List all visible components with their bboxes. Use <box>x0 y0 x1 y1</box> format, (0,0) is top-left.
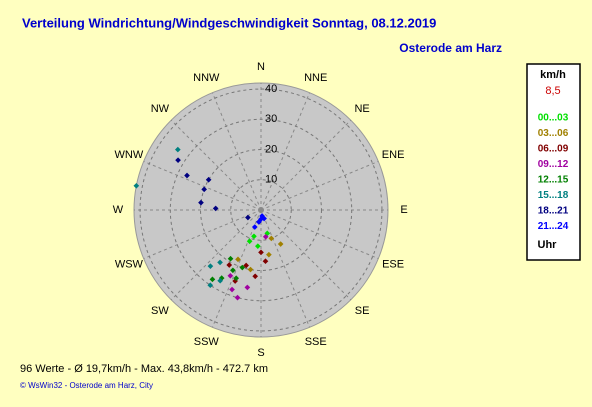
data-point <box>252 273 259 280</box>
data-point <box>175 157 181 163</box>
legend-label: 03...06 <box>538 128 569 139</box>
data-point <box>244 284 251 291</box>
chart-title: Verteilung Windrichtung/Windgeschwindigk… <box>22 15 436 30</box>
data-point <box>205 176 212 183</box>
r-tick-label: 10 <box>265 174 277 186</box>
data-point <box>227 255 234 262</box>
legend-label: 00...03 <box>538 113 569 124</box>
data-point <box>230 267 236 274</box>
data-point <box>233 275 240 282</box>
legend-label: 21...24 <box>538 221 569 232</box>
direction-label: E <box>400 204 407 216</box>
data-point <box>198 199 204 206</box>
direction-label: SSW <box>194 336 220 348</box>
legend-footer: Uhr <box>538 239 558 251</box>
legend-value: 8,5 <box>545 85 560 97</box>
direction-label: SE <box>355 305 370 317</box>
legend-unit: km/h <box>540 69 566 81</box>
grid-circle <box>230 179 292 241</box>
direction-label: S <box>257 347 264 359</box>
data-point <box>247 266 254 273</box>
direction-label: ENE <box>382 149 405 161</box>
data-point <box>207 282 214 289</box>
data-point <box>251 224 258 230</box>
r-tick-label: 20 <box>265 143 277 155</box>
grid-circle <box>169 118 353 302</box>
data-point <box>201 186 207 193</box>
legend-label: 12...15 <box>538 175 569 186</box>
data-point <box>207 263 214 270</box>
data-point <box>226 262 233 268</box>
direction-label: NE <box>354 103 369 115</box>
data-point <box>262 258 269 265</box>
data-point <box>266 251 272 258</box>
direction-label: N <box>257 61 265 73</box>
data-point <box>258 249 264 256</box>
direction-label: W <box>113 204 124 216</box>
data-point <box>262 233 269 240</box>
chart-subtitle: Osterode am Harz <box>399 41 502 55</box>
data-point <box>217 277 224 284</box>
grid-circle <box>139 88 383 332</box>
data-point <box>174 146 181 153</box>
data-point <box>251 233 257 240</box>
data-point <box>234 294 241 301</box>
direction-label: NW <box>151 103 170 115</box>
r-tick-label: 40 <box>265 83 277 95</box>
footer: 96 Werte - Ø 19,7km/h - Max. 43,8km/h - … <box>20 363 268 375</box>
direction-label: NNW <box>193 72 220 84</box>
legend-label: 18...21 <box>538 206 569 217</box>
data-point <box>245 214 251 221</box>
data-point <box>268 235 275 242</box>
data-point <box>184 172 190 179</box>
data-point <box>209 276 216 283</box>
legend-label: 09...12 <box>538 159 569 170</box>
data-point <box>277 241 284 247</box>
legend-label: 06...09 <box>538 144 569 155</box>
direction-label: ESE <box>382 259 404 271</box>
data-point <box>212 205 219 212</box>
direction-label: NNE <box>304 72 327 84</box>
data-point <box>133 182 140 189</box>
data-point <box>229 286 235 293</box>
r-tick-label: 30 <box>265 113 277 125</box>
data-point <box>258 216 264 222</box>
data-point <box>235 256 241 263</box>
data-point <box>239 264 246 271</box>
grid-circle <box>200 149 322 271</box>
direction-label: SSE <box>305 336 327 348</box>
legend-label: 15...18 <box>538 190 569 201</box>
data-point <box>217 259 223 266</box>
data-point <box>255 243 261 249</box>
data-point <box>243 262 249 269</box>
direction-label: WSW <box>115 259 144 271</box>
legend-box <box>526 63 581 261</box>
credit: © WsWin32 - Osterode am Harz, City <box>20 381 153 390</box>
direction-label: SW <box>151 305 169 317</box>
direction-label: WNW <box>115 149 144 161</box>
data-point <box>227 272 234 279</box>
data-point <box>246 238 253 245</box>
